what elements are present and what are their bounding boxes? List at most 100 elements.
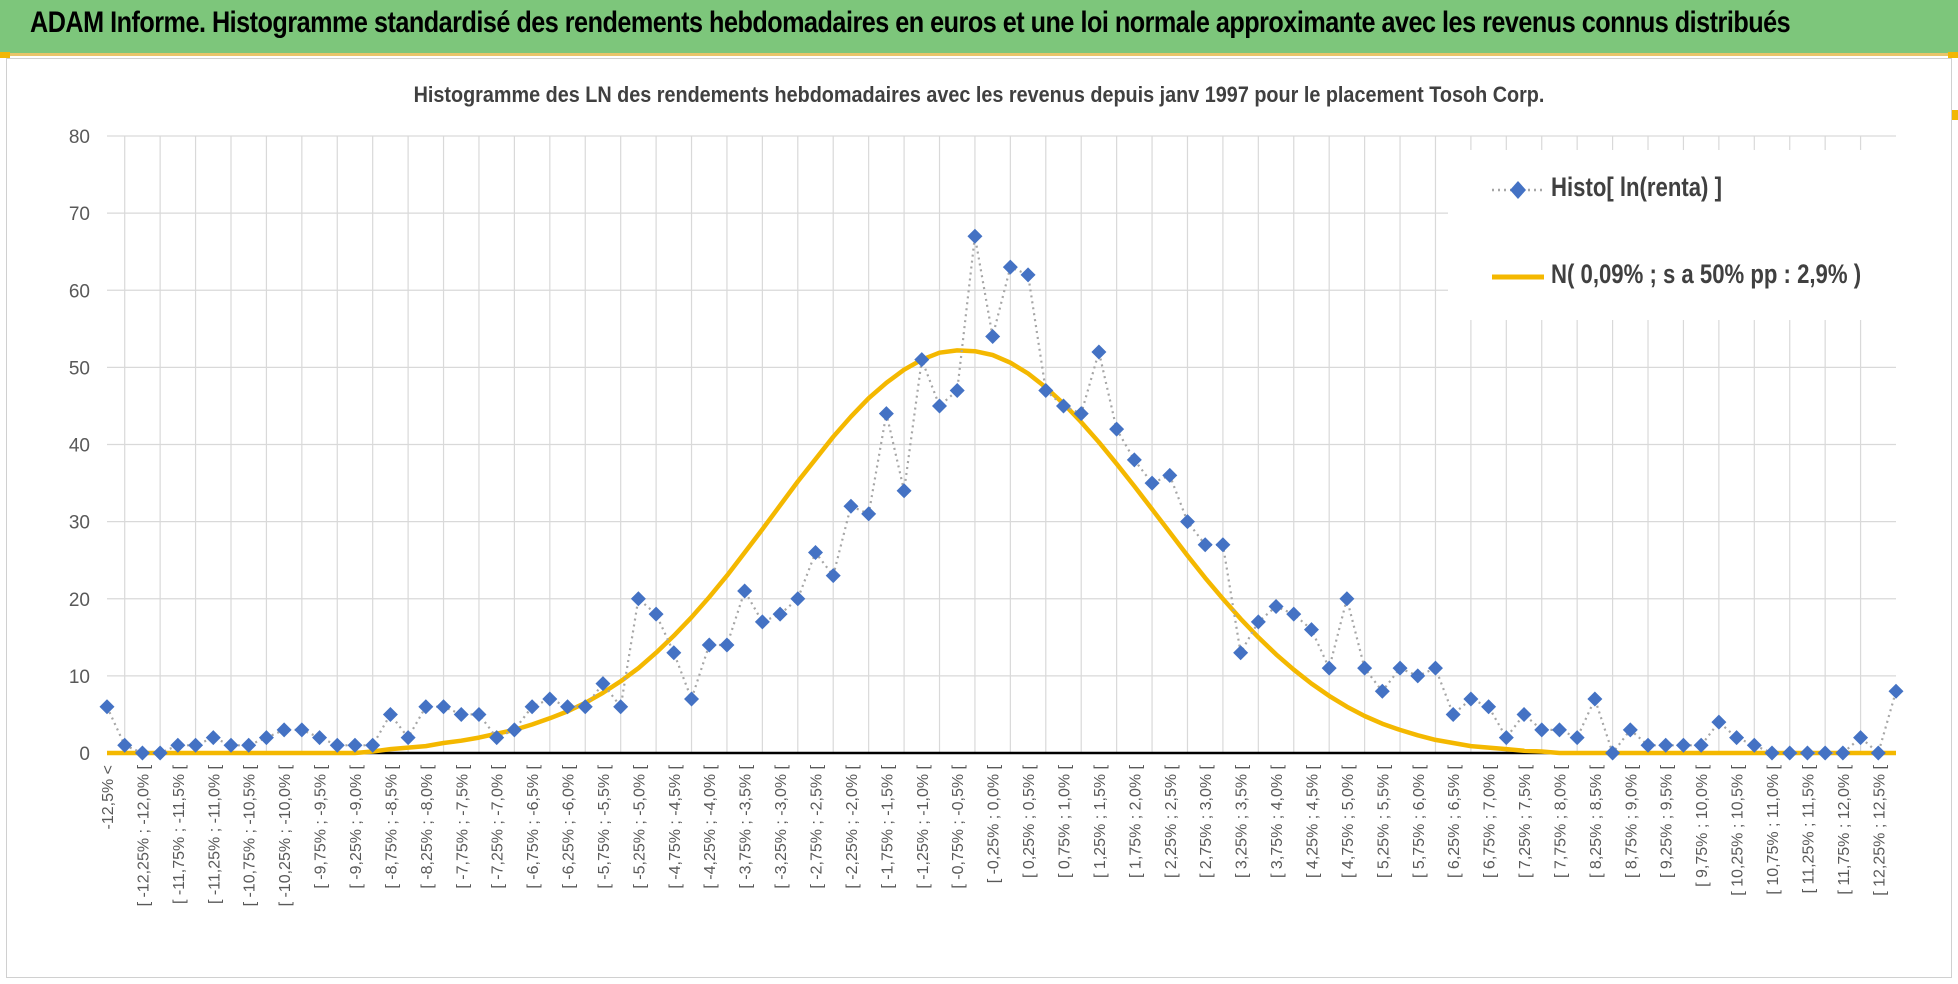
histo-point	[1799, 745, 1815, 761]
histo-point	[152, 745, 168, 761]
histo-point	[630, 591, 646, 607]
histo-point	[1427, 660, 1443, 676]
histo-point	[1055, 398, 1071, 414]
x-tick-label: [ 12,25% ; 12,5% [	[1871, 764, 1888, 895]
x-tick-label: [ -8,25% ; -8,0% [	[419, 764, 436, 888]
histo-point	[1481, 699, 1497, 715]
histo-point	[861, 506, 877, 522]
x-tick-label: [ 0,75% ; 1,0% [	[1056, 764, 1073, 878]
histo-point	[1321, 660, 1337, 676]
banner-title: ADAM Informe. Histogramme standardisé de…	[30, 6, 1791, 39]
x-tick-label: [ 5,25% ; 5,5% [	[1375, 764, 1392, 878]
legend-label-histo: Histo[ ln(renta) ]	[1551, 172, 1722, 202]
histo-point	[453, 706, 469, 722]
histo-point	[1711, 714, 1727, 730]
histo-point	[117, 737, 133, 753]
histo-point	[382, 706, 398, 722]
x-tick-label: [ -7,25% ; -7,0% [	[490, 764, 507, 888]
x-tick-label: [ -7,75% ; -7,5% [	[454, 764, 471, 888]
histo-point	[1179, 514, 1195, 530]
x-tick-label: [ 2,25% ; 2,5% [	[1163, 764, 1180, 878]
histo-point	[329, 737, 345, 753]
x-tick-label: [ 3,75% ; 4,0% [	[1269, 764, 1286, 878]
histo-point	[1534, 722, 1550, 738]
histo-point	[1197, 537, 1213, 553]
x-tick-label: [ 10,75% ; 11,0% [	[1765, 764, 1782, 894]
histo-point	[506, 722, 522, 738]
histo-point	[347, 737, 363, 753]
x-tick-label: [ 11,75% ; 12,0% [	[1836, 764, 1853, 894]
histo-point	[560, 699, 576, 715]
histo-point	[790, 591, 806, 607]
x-tick-label: [ -5,75% ; -5,5% [	[596, 764, 613, 888]
legend-background	[1448, 150, 1924, 320]
histo-point	[1002, 259, 1018, 275]
x-tick-label: [ 11,25% ; 11,5% [	[1800, 764, 1817, 893]
y-tick-label: 0	[79, 744, 90, 765]
histo-point	[1640, 737, 1656, 753]
histo-point	[1126, 452, 1142, 468]
y-tick-label: 60	[69, 281, 90, 302]
histo-point	[684, 691, 700, 707]
y-tick-label: 20	[69, 590, 90, 611]
histo-point	[1445, 706, 1461, 722]
histo-point	[1020, 267, 1036, 283]
x-tick-label: [ 5,75% ; 6,0% [	[1411, 764, 1428, 878]
x-axis: -12,5% < [ -12,25% ; -12,0% [[ -11,75% ; …	[100, 751, 1896, 906]
histo-point	[1091, 344, 1107, 360]
x-tick-label: [ 2,75% ; 3,0% [	[1198, 764, 1215, 878]
histo-point	[188, 737, 204, 753]
histo-point	[613, 699, 629, 715]
x-tick-label: [ -4,75% ; -4,5% [	[667, 764, 684, 888]
x-tick-label: [ 8,25% ; 8,5% [	[1588, 764, 1605, 878]
x-tick-label: [ -0,75% ; -0,5% [	[950, 764, 967, 888]
histo-point	[1587, 691, 1603, 707]
histo-point	[1853, 730, 1869, 746]
histo-point	[312, 730, 328, 746]
x-tick-label: [ -3,75% ; -3,5% [	[738, 764, 755, 888]
y-tick-label: 30	[69, 513, 90, 534]
histo-point	[1693, 737, 1709, 753]
x-tick-label: [ -4,25% ; -4,0% [	[702, 764, 719, 888]
x-tick-label: [ 4,25% ; 4,5% [	[1304, 764, 1321, 878]
y-tick-label: 50	[69, 358, 90, 379]
legend[interactable]	[1492, 181, 1544, 280]
histo-point	[719, 637, 735, 653]
normal-curve-line	[107, 348, 1896, 756]
histo-point	[878, 406, 894, 422]
histo-point	[1303, 622, 1319, 638]
histo-point	[223, 737, 239, 753]
histo-point	[1605, 745, 1621, 761]
histo-point	[1729, 730, 1745, 746]
histo-point	[276, 722, 292, 738]
histo-point	[1392, 660, 1408, 676]
x-tick-label: [ -0,25% ; 0,0% [	[986, 764, 1003, 883]
x-tick-label: [ -8,75% ; -8,5% [	[383, 764, 400, 888]
histogram-series	[99, 228, 1904, 761]
histo-point	[1746, 737, 1762, 753]
x-tick-label: [ -2,75% ; -2,5% [	[809, 764, 826, 888]
histo-point	[471, 706, 487, 722]
histo-point	[542, 691, 558, 707]
histo-point	[1870, 745, 1886, 761]
histo-point	[896, 483, 912, 499]
frame-corner-marker	[1952, 110, 1958, 120]
x-tick-label: [ -2,25% ; -2,0% [	[844, 764, 861, 888]
x-tick-label: [ 7,25% ; 7,5% [	[1517, 764, 1534, 878]
legend-label-normal: N( 0,09% ; s a 50% pp : 2,9% )	[1551, 259, 1862, 289]
histo-point	[985, 329, 1001, 345]
frame-corner-marker	[1948, 52, 1958, 58]
histo-point	[808, 544, 824, 560]
x-tick-label: [ 1,75% ; 2,0% [	[1127, 764, 1144, 878]
histo-point	[1250, 614, 1266, 630]
histo-point	[436, 699, 452, 715]
x-tick-label: [ 6,25% ; 6,5% [	[1446, 764, 1463, 878]
x-tick-label: [ 9,25% ; 9,5% [	[1659, 764, 1676, 878]
x-tick-label: [ 1,25% ; 1,5% [	[1092, 764, 1109, 878]
header-banner: ADAM Informe. Histogramme standardisé de…	[0, 0, 1958, 56]
x-tick-label: [ -6,25% ; -6,0% [	[561, 764, 578, 888]
x-tick-label: [ -9,75% ; -9,5% [	[313, 764, 330, 888]
histo-point	[294, 722, 310, 738]
histo-point	[1339, 591, 1355, 607]
x-tick-label: [ -3,25% ; -3,0% [	[773, 764, 790, 888]
